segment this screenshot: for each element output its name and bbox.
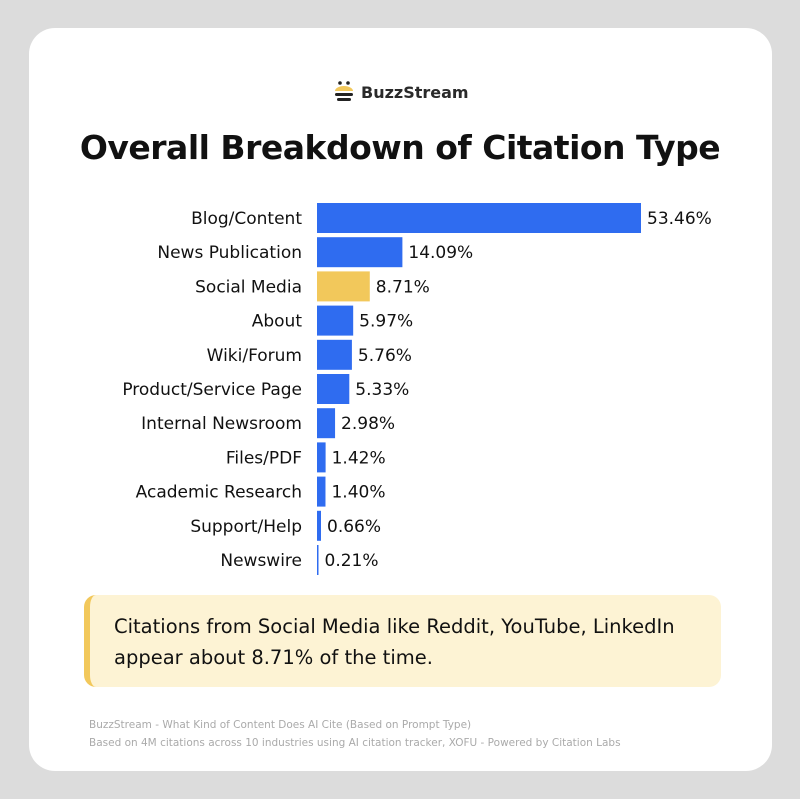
chart-title: Overall Breakdown of Citation Type [79,128,721,167]
value-label: 2.98% [341,414,395,434]
brand-logo: BuzzStream [333,80,469,104]
bar-academic-research [317,476,326,507]
category-label: Newswire [220,551,302,571]
category-label: Internal Newsroom [141,414,302,434]
value-label: 8.71% [376,277,430,297]
value-label: 53.46% [647,209,712,229]
value-label: 5.76% [358,346,412,366]
value-label: 1.40% [331,483,385,503]
footer-source: BuzzStream - What Kind of Content Does A… [89,719,472,731]
category-label: Files/PDF [226,448,302,468]
bar-internal-newsroom [317,408,336,439]
category-label: Academic Research [136,483,302,503]
brand-name: BuzzStream [361,82,469,102]
bar-wiki-forum [317,339,352,370]
value-label: 5.97% [359,312,413,332]
value-label: 1.42% [332,448,386,468]
category-label: About [252,312,303,332]
category-label: Support/Help [190,517,302,537]
bar-chart: Blog/Content 53.46% News Publication 14.09%… [122,203,712,575]
callout: Citations from Social Media like Reddit,… [84,595,721,687]
bar-about [317,305,354,336]
bar-social-media [317,271,370,302]
bar-blog-content [317,203,641,233]
category-label: News Publication [157,243,302,263]
callout-text: Citations from Social Media like Reddit,… [114,615,675,669]
bar-files-pdf [317,442,326,473]
bar-support-help [317,510,321,541]
category-label: Blog/Content [191,209,302,229]
bee-icon [335,81,353,101]
value-label: 5.33% [355,380,409,400]
bar-product-service-page [317,374,350,404]
category-label: Product/Service Page [122,380,302,400]
value-label: 0.21% [325,551,379,571]
category-label: Wiki/Forum [207,346,302,366]
value-label: 0.66% [327,517,381,537]
value-label: 14.09% [408,243,473,263]
bar-newswire [317,545,319,575]
bar-news-publication [317,237,403,268]
category-label: Social Media [195,277,302,297]
footer-method: Based on 4M citations across 10 industri… [89,737,621,749]
